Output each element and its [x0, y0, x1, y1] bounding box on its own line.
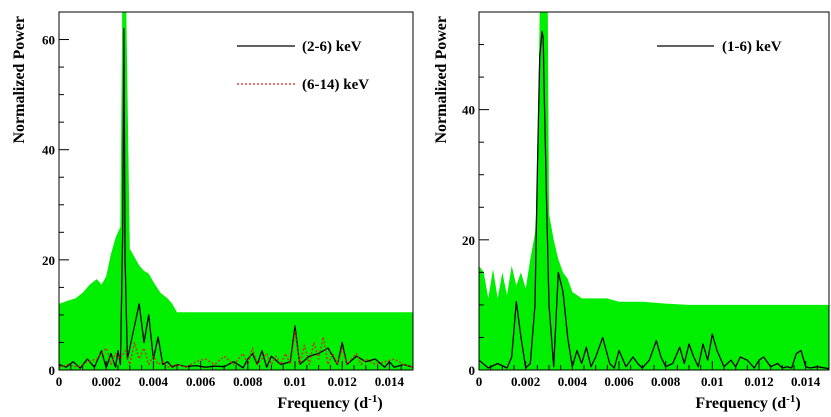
legend-label-2: (6-14) keV — [302, 77, 369, 93]
x-tick-label: 0.002 — [92, 374, 121, 389]
x-tick-label: 0 — [56, 374, 63, 389]
x-tick-label: 0.004 — [139, 374, 169, 389]
significance-band — [59, 12, 413, 370]
y-tick-label: 60 — [42, 33, 55, 48]
y-axis-label: Normalized Power — [433, 16, 450, 144]
legend-label-1: (1-6) keV — [722, 39, 782, 55]
x-tick-label: 0.014 — [375, 374, 405, 389]
y-tick-label: 0 — [469, 363, 476, 378]
x-tick-label: 0.01 — [701, 374, 724, 389]
y-tick-label: 20 — [462, 233, 475, 248]
x-tick-label: 0.006 — [604, 374, 634, 389]
x-tick-label: 0.012 — [328, 374, 357, 389]
plot-area — [59, 12, 413, 370]
plot-area — [479, 12, 829, 370]
x-tick-label: 0 — [476, 374, 483, 389]
x-axis-label: Frequency (d-1) — [695, 393, 800, 412]
x-tick-label: 0.002 — [511, 374, 540, 389]
y-axis-label: Normalized Power — [11, 16, 28, 144]
y-tick-label: 40 — [462, 103, 475, 118]
y-tick-label: 20 — [42, 253, 55, 268]
x-tick-label: 0.012 — [744, 374, 773, 389]
y-tick-label: 0 — [49, 363, 56, 378]
x-tick-label: 0.01 — [284, 374, 307, 389]
series-line-2 — [59, 330, 413, 368]
x-tick-label: 0.004 — [558, 374, 588, 389]
x-tick-label: 0.006 — [186, 374, 216, 389]
y-tick-label: 40 — [42, 143, 55, 158]
chart-panel-2: 0 0.002 0.004 0.006 0.008 0.01 0.012 0.014 0 20 40… — [433, 11, 830, 412]
x-axis-label: Frequency (d-1) — [277, 393, 382, 412]
x-tick-label: 0.008 — [651, 374, 681, 389]
significance-band — [479, 12, 829, 370]
chart-panel-1: 0 0.002 0.004 0.006 0.008 0.01 0.012 0.014 0 20 40… — [11, 11, 414, 412]
series-line-1 — [479, 30, 829, 370]
legend-label-1: (2-6) keV — [302, 39, 362, 55]
x-tick-label: 0.008 — [233, 374, 263, 389]
x-tick-label: 0.014 — [791, 374, 821, 389]
